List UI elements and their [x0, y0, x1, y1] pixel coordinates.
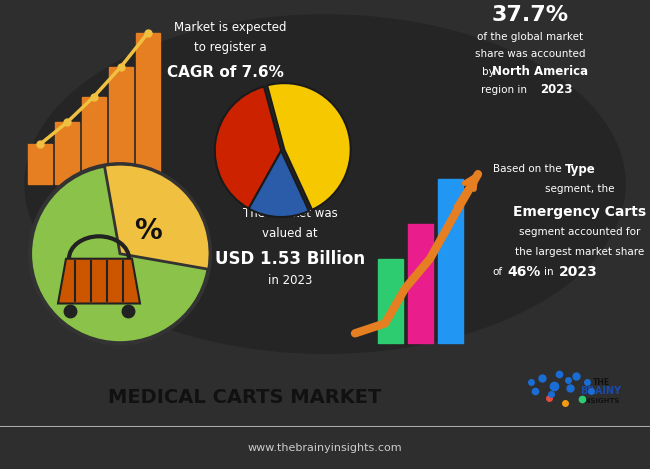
- Text: in: in: [544, 267, 554, 277]
- Text: segment accounted for: segment accounted for: [519, 227, 641, 237]
- Bar: [378, 259, 403, 343]
- Text: THE: THE: [593, 378, 610, 387]
- Bar: [109, 67, 133, 184]
- Text: the largest market share: the largest market share: [515, 247, 645, 257]
- Text: segment, the: segment, the: [545, 184, 615, 194]
- Polygon shape: [58, 259, 140, 303]
- Bar: [28, 144, 52, 184]
- Text: %: %: [134, 217, 162, 245]
- Circle shape: [30, 164, 210, 343]
- Text: by: by: [482, 67, 495, 76]
- Text: 2023: 2023: [558, 265, 597, 279]
- Text: Type: Type: [565, 163, 596, 176]
- Bar: [82, 97, 106, 184]
- Text: of the global market: of the global market: [477, 32, 583, 42]
- Text: to register a: to register a: [194, 41, 266, 54]
- Text: INSIGHTS: INSIGHTS: [582, 398, 620, 403]
- Text: Market is expected: Market is expected: [174, 22, 286, 34]
- Text: Based on the: Based on the: [493, 164, 565, 174]
- Wedge shape: [267, 83, 351, 210]
- Text: 2023: 2023: [540, 83, 573, 96]
- Text: The market was: The market was: [242, 207, 337, 220]
- Text: MEDICAL CARTS MARKET: MEDICAL CARTS MARKET: [109, 388, 382, 407]
- Text: share was accounted: share was accounted: [474, 49, 585, 59]
- Text: of: of: [492, 267, 502, 277]
- Text: Emergency Carts: Emergency Carts: [514, 205, 647, 219]
- Text: region in: region in: [481, 84, 530, 95]
- Text: 37.7%: 37.7%: [491, 5, 569, 25]
- Text: CAGR of 7.6%: CAGR of 7.6%: [166, 65, 283, 80]
- Text: valued at: valued at: [262, 227, 318, 240]
- Wedge shape: [105, 164, 210, 269]
- Text: BRAINY: BRAINY: [580, 386, 621, 396]
- Bar: [438, 179, 463, 343]
- Text: in 2023: in 2023: [268, 274, 312, 287]
- Text: USD 1.53 Billion: USD 1.53 Billion: [215, 250, 365, 268]
- Bar: [136, 33, 160, 184]
- Text: 46%: 46%: [507, 265, 541, 279]
- Ellipse shape: [25, 15, 625, 353]
- Text: www.thebrainyinsights.com: www.thebrainyinsights.com: [248, 443, 402, 453]
- Text: North America: North America: [492, 65, 588, 78]
- Wedge shape: [214, 86, 281, 209]
- Wedge shape: [249, 151, 309, 217]
- Bar: [408, 224, 433, 343]
- Bar: [55, 122, 79, 184]
